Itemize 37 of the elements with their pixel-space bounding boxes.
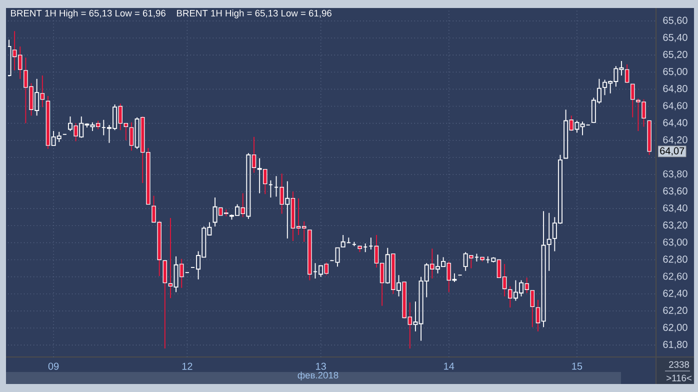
x-tick-label: 14 xyxy=(444,362,454,370)
y-tick-label: 62,20 xyxy=(663,306,688,316)
chart-subtitle: BRENT 1H High = 65,13 Low = 61,96 xyxy=(177,10,332,18)
candlestick xyxy=(368,237,374,250)
y-tick-label: 64,60 xyxy=(663,102,688,110)
y-tick-label: 64,40 xyxy=(663,119,688,128)
text: >116< xyxy=(666,374,692,382)
y-tick-label: 65,40 xyxy=(663,34,688,42)
y-tick-label: 62,80 xyxy=(663,256,688,264)
text: фев.2018 xyxy=(298,372,338,380)
candlestick xyxy=(530,290,535,328)
candlestick xyxy=(647,120,652,156)
chart-title: BRENT 1H High = 65,13 Low = 61,96 xyxy=(11,10,166,18)
candlestick xyxy=(546,212,552,272)
candlestick xyxy=(162,260,168,349)
y-tick-label: 63,60 xyxy=(663,187,688,196)
y-tick-label: 64,20 xyxy=(663,136,688,144)
y-tick-label: 62,00 xyxy=(663,324,688,332)
y-tick-label: 61,80 xyxy=(663,340,688,350)
y-tick-label: 65,60 xyxy=(663,16,688,26)
candlestick xyxy=(630,84,635,118)
y-tick-label: 63,20 xyxy=(663,222,688,230)
x-tick-label: 13 xyxy=(316,362,326,370)
text: 64,07 xyxy=(660,147,684,156)
y-tick-label: 63,00 xyxy=(663,238,688,247)
x-tick-label: 15 xyxy=(572,362,582,370)
y-tick-label: 63,80 xyxy=(663,170,688,179)
y-tick-label: 62,60 xyxy=(663,272,688,281)
y-tick-label: 65,20 xyxy=(663,50,688,60)
y-tick-label: 64,80 xyxy=(663,85,688,94)
candlestick xyxy=(268,180,273,198)
y-tick-label: 63,40 xyxy=(663,204,688,213)
y-tick-label: 62,40 xyxy=(663,290,688,298)
text: 2338 xyxy=(669,361,689,368)
x-tick-label: 09 xyxy=(48,362,59,370)
x-tick-label: 12 xyxy=(182,362,192,370)
y-tick-label: 65,00 xyxy=(663,68,688,76)
